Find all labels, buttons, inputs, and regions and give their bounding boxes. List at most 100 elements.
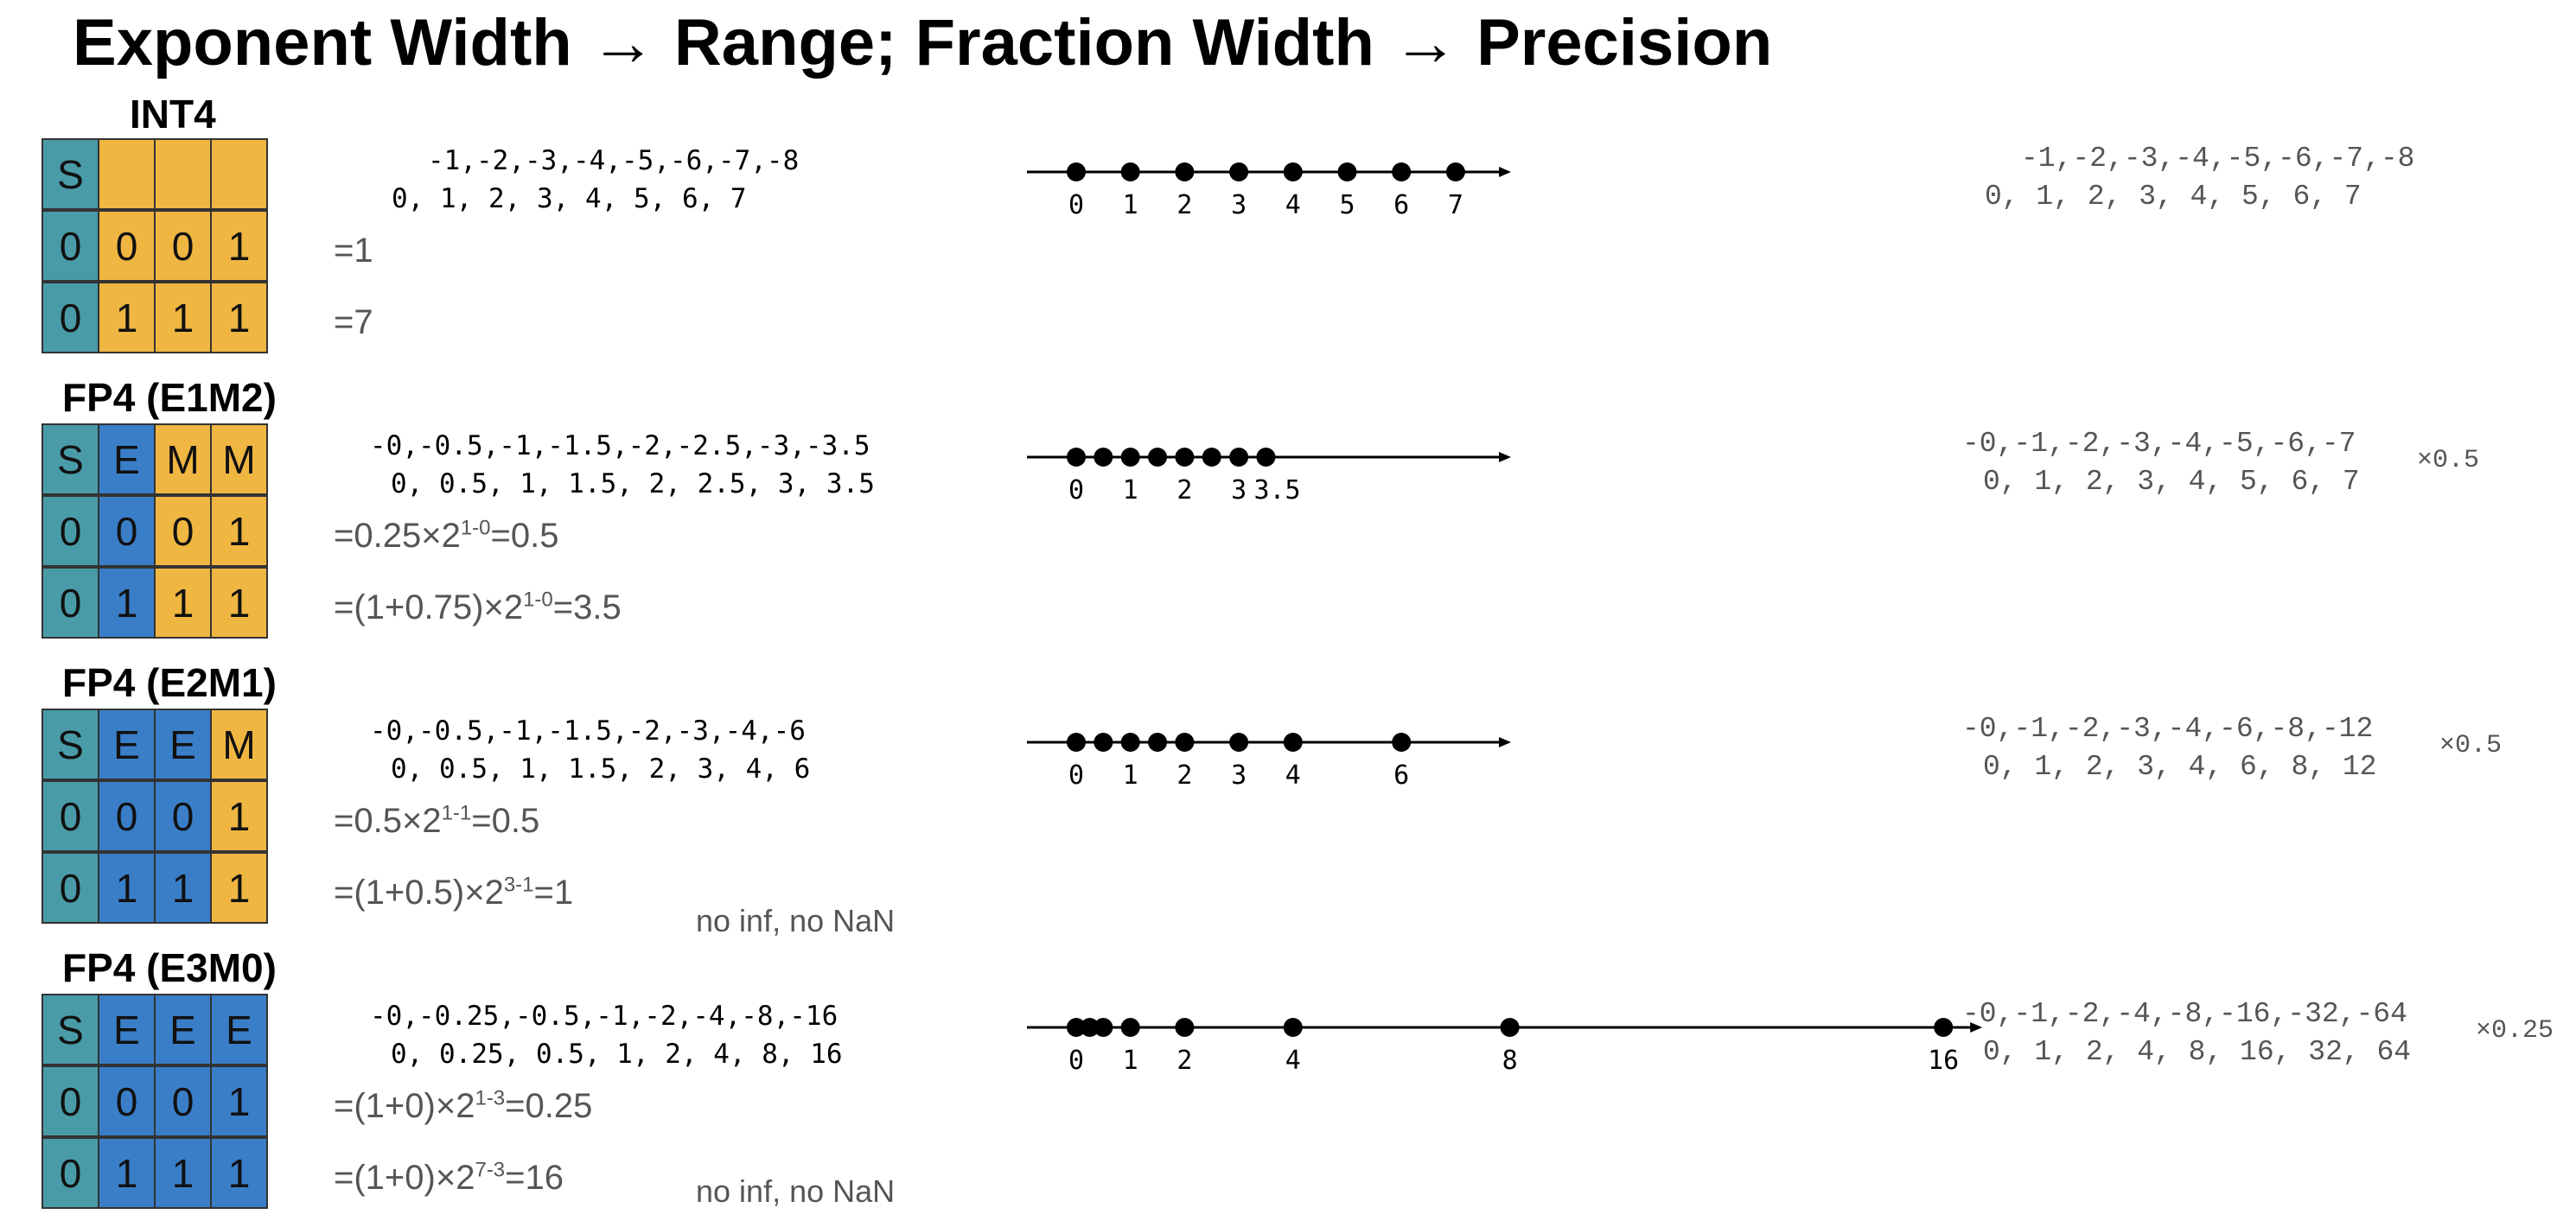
formula-exponent: 1-0 [523, 588, 553, 612]
tick-label: 0 [1068, 1046, 1084, 1076]
tick-label: 2 [1176, 760, 1192, 791]
value-list-positive: 0, 0.25, 0.5, 1, 2, 4, 8, 16 [391, 1039, 843, 1070]
bit-row-1-cell-2: 0 [154, 780, 212, 852]
number-line: 0 1 2 4 8 16 [1027, 1018, 1983, 1076]
page-title: Exponent Width → Range; Fraction Width →… [73, 6, 1773, 79]
bit-row-2-cell-2: 1 [154, 852, 212, 924]
value-point [1175, 162, 1195, 181]
formula-exponent: 1-0 [460, 516, 491, 540]
value-point [1067, 448, 1086, 467]
tick-label: 1 [1123, 760, 1138, 791]
formula-row-1: =0.5×21-1=0.5 [334, 799, 539, 842]
tick-label: 6 [1393, 760, 1409, 791]
bit-header-row-cell-2: M [154, 423, 212, 495]
integer-list: -0,-1,-2,-4,-8,-16,-32,-64 0, 1, 2, 4, 8,… [1962, 995, 2411, 1071]
section-label: FP4 (E1M2) [62, 375, 277, 420]
axis-arrowhead [1970, 1022, 1983, 1033]
value-point [1094, 1018, 1113, 1037]
value-point [1283, 1018, 1303, 1037]
integer-list-negative: -0,-1,-2,-3,-4,-5,-6,-7 [1962, 428, 2356, 460]
no-inf-nan-note: no inf, no NaN [696, 903, 896, 938]
bit-row-2-cell-3: 1 [210, 852, 268, 924]
value-point [1120, 162, 1140, 181]
value-point [1283, 162, 1303, 181]
value-point [1229, 162, 1249, 181]
integer-list-negative: -1,-2,-3,-4,-5,-6,-7,-8 [2021, 143, 2415, 175]
bit-row-1-cell-1: 0 [98, 495, 156, 567]
value-point [1067, 733, 1086, 752]
tick-label: 1 [1123, 190, 1138, 220]
formula-result: =0.25 [505, 1087, 593, 1125]
value-point [1202, 448, 1221, 467]
value-point [1337, 162, 1357, 181]
value-point [1175, 1018, 1195, 1037]
formula-text: =(1+0.5)×2 [334, 874, 504, 912]
formula-exponent: 1-3 [475, 1086, 506, 1110]
bit-header-row-cell-0: S [41, 138, 99, 210]
tick-label: 3 [1231, 760, 1247, 791]
value-point [1080, 1018, 1100, 1037]
value-point [1120, 733, 1140, 752]
tick-label: 0 [1068, 475, 1084, 505]
bit-row-2-cell-1: 1 [98, 282, 156, 353]
integer-list-positive: 0, 1, 2, 3, 4, 5, 6, 7 [1985, 181, 2362, 213]
tick-label: 5 [1339, 190, 1355, 220]
bit-row-1-cell-0: 0 [41, 780, 99, 852]
formula-row-1: =0.25×21-0=0.5 [334, 514, 558, 557]
bit-header-row-cell-0: S [41, 709, 99, 780]
bit-row-1-cell-0: 0 [41, 1065, 99, 1137]
bit-row-1-cell-2: 0 [154, 210, 212, 282]
value-point [1229, 733, 1249, 752]
bit-row-2-cell-2: 1 [154, 1137, 212, 1209]
bit-header-row-cell-2: E [154, 709, 212, 780]
formula-exponent: 1-1 [441, 801, 472, 825]
tick-label: 4 [1285, 760, 1301, 791]
section-label: FP4 (E2M1) [62, 660, 277, 705]
tick-label: 1 [1123, 1046, 1138, 1076]
formula-row-1: =(1+0)×21-3=0.25 [334, 1084, 592, 1128]
formula-result: =3.5 [552, 588, 622, 626]
bit-header-row-cell-3: M [210, 709, 268, 780]
section-label: FP4 (E3M0) [62, 945, 277, 990]
value-list-negative: -0,-0.5,-1,-1.5,-2,-2.5,-3,-3.5 [370, 430, 870, 461]
formula-text: =7 [334, 303, 373, 341]
tick-label: 2 [1176, 1046, 1192, 1076]
bit-header-row-cell-3 [210, 138, 268, 210]
value-point [1175, 733, 1195, 752]
tick-label: 6 [1393, 190, 1409, 220]
value-list-positive: 0, 0.5, 1, 1.5, 2, 2.5, 3, 3.5 [391, 468, 875, 499]
integer-list-negative: -0,-1,-2,-4,-8,-16,-32,-64 [1962, 998, 2407, 1030]
value-point [1445, 162, 1465, 181]
section-label: INT4 [130, 92, 216, 137]
value-point [1392, 733, 1412, 752]
value-point [1094, 448, 1113, 467]
scale-multiplier: ×0.25 [2476, 1016, 2554, 1046]
integer-list-positive: 0, 1, 2, 4, 8, 16, 32, 64 [1983, 1036, 2412, 1068]
formula-text: =0.25×2 [334, 517, 461, 555]
formula-exponent: 3-1 [503, 873, 534, 897]
integer-list-positive: 0, 1, 2, 3, 4, 6, 8, 12 [1983, 751, 2377, 783]
value-list-negative: -0,-0.25,-0.5,-1,-2,-4,-8,-16 [370, 1001, 838, 1032]
bit-row-2-cell-1: 1 [98, 852, 156, 924]
formula-result: =1 [533, 874, 574, 912]
value-list: -0,-0.5,-1,-1.5,-2,-2.5,-3,-3.5 0, 0.5, 1… [370, 427, 875, 503]
bit-row-2-cell-3: 1 [210, 282, 268, 353]
value-point [1094, 733, 1113, 752]
value-point [1148, 448, 1168, 467]
bit-header-row-cell-1: E [98, 423, 156, 495]
formula-exponent: 7-3 [475, 1158, 506, 1182]
value-point [1067, 162, 1086, 181]
formula-text: =1 [334, 232, 373, 270]
bit-row-1-cell-2: 0 [154, 495, 212, 567]
formula-row-2: =7 [334, 301, 373, 344]
integer-list: -0,-1,-2,-3,-4,-6,-8,-12 0, 1, 2, 3, 4, 6… [1962, 710, 2376, 786]
formula-row-1: =1 [334, 229, 373, 272]
formula-text: =0.5×2 [334, 802, 442, 840]
formula-row-2: =(1+0.5)×23-1=1 [334, 871, 573, 914]
value-list: -0,-0.25,-0.5,-1,-2,-4,-8,-16 0, 0.25, 0.… [370, 997, 843, 1073]
scale-multiplier: ×0.5 [2417, 446, 2480, 475]
bit-header-row-cell-1: E [98, 994, 156, 1065]
tick-label: 4 [1285, 190, 1301, 220]
